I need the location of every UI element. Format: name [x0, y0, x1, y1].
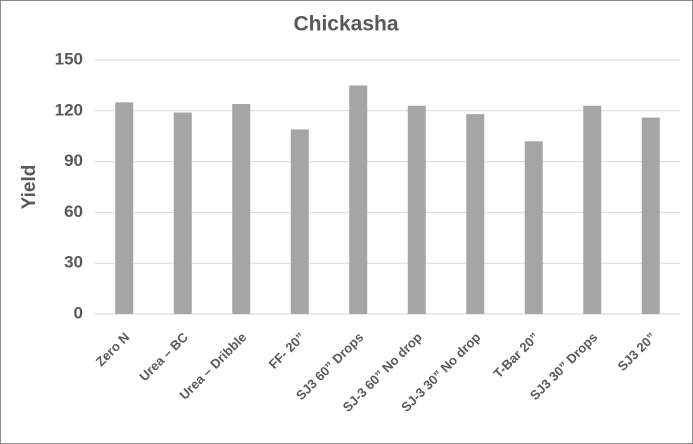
bar [407, 105, 426, 314]
y-tick-label: 30 [64, 253, 83, 272]
bar [232, 104, 251, 314]
bar [641, 117, 660, 314]
y-tick-label: 120 [55, 100, 83, 119]
bar [466, 114, 485, 314]
y-tick-label: 0 [74, 303, 83, 322]
y-tick-label: 60 [64, 202, 83, 221]
bar [173, 112, 192, 314]
bar [290, 129, 309, 314]
y-tick-label: 90 [64, 151, 83, 170]
y-tick-label: 150 [55, 49, 83, 68]
bar [524, 141, 543, 314]
bar [349, 85, 368, 315]
chart-title: Chickasha [293, 13, 398, 36]
bar [115, 102, 134, 314]
y-axis-label: Yield [19, 165, 40, 210]
bar [583, 105, 602, 314]
